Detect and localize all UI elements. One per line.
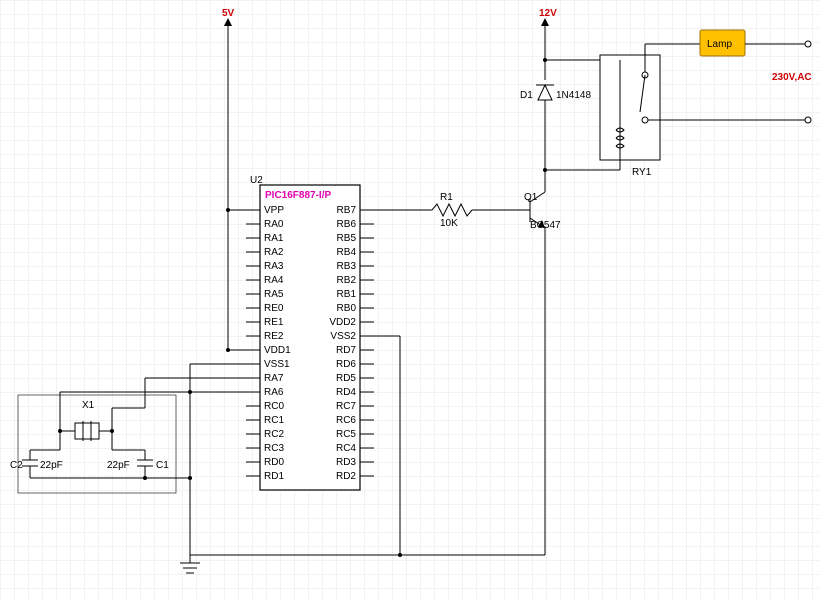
x1-ref: X1 [82, 400, 95, 411]
ic-pin-RB7: RB7 [337, 205, 357, 216]
ic-pin-RA1: RA1 [264, 233, 284, 244]
ic-pin-RC2: RC2 [264, 429, 284, 440]
c1-val: 22pF [107, 460, 130, 471]
ic-pin-RD0: RD0 [264, 457, 284, 468]
ic-pin-RC3: RC3 [264, 443, 284, 454]
schematic-svg: U2 PIC16F887-I/P VPP RA0 RA1 RA2 RA3 RA4 RA5 RE… [0, 0, 820, 600]
ic-pin-RE2: RE2 [264, 331, 284, 342]
ic-part: PIC16F887-I/P [265, 190, 331, 201]
label-12v: 12V [539, 8, 557, 19]
ic-pin-RC1: RC1 [264, 415, 284, 426]
ic-pin-RA3: RA3 [264, 261, 284, 272]
ic-pin-RD3: RD3 [336, 457, 356, 468]
r1-val: 10K [440, 218, 458, 229]
ic-pin-RB1: RB1 [337, 289, 357, 300]
ic-pin-RA5: RA5 [264, 289, 284, 300]
ic-pin-VSS1: VSS1 [264, 359, 290, 370]
ic-pin-RD7: RD7 [336, 345, 356, 356]
lamp-group: Lamp 230V,AC [700, 30, 812, 83]
c2-ref: C2 [10, 460, 23, 471]
ic-pin-RB5: RB5 [337, 233, 357, 244]
r1-ref: R1 [440, 192, 453, 203]
ic-pin-RA7: RA7 [264, 373, 284, 384]
ic-pin-RD6: RD6 [336, 359, 356, 370]
ic-pin-RC7: RC7 [336, 401, 356, 412]
ac-label: 230V,AC [772, 72, 812, 83]
ic-pin-RB3: RB3 [337, 261, 357, 272]
ic-pin-RB2: RB2 [337, 275, 357, 286]
ic-pin-RC6: RC6 [336, 415, 356, 426]
ic-ref: U2 [250, 175, 263, 186]
lamp-label: Lamp [707, 39, 732, 50]
ic-pin-VDD2: VDD2 [329, 317, 356, 328]
d1-val: 1N4148 [556, 90, 591, 101]
ic-pin-RA6: RA6 [264, 387, 284, 398]
relay-group: 12V D1 1N4148 RY1 [520, 8, 811, 178]
ry1-ref: RY1 [632, 167, 652, 178]
ic-pin-RD1: RD1 [264, 471, 284, 482]
ic-pin-RA2: RA2 [264, 247, 284, 258]
ic-pin-RB4: RB4 [337, 247, 357, 258]
ic-pin-RC4: RC4 [336, 443, 356, 454]
ic-pin-RC5: RC5 [336, 429, 356, 440]
ic-pin-RD2: RD2 [336, 471, 356, 482]
rail-5v: 5V [222, 8, 246, 352]
ic-pin-RE0: RE0 [264, 303, 284, 314]
ic-pin-RB6: RB6 [337, 219, 357, 230]
ic-pin-RE1: RE1 [264, 317, 284, 328]
ic-pin-VSS2: VSS2 [330, 331, 356, 342]
c1-ref: C1 [156, 460, 169, 471]
ic-u2: U2 PIC16F887-I/P VPP RA0 RA1 RA2 RA3 RA4 RA5 RE… [246, 175, 374, 490]
c2-val: 22pF [40, 460, 63, 471]
ic-pin-VDD1: VDD1 [264, 345, 291, 356]
xtal-and-caps: X1 C2 22pF C1 22pF [10, 364, 246, 573]
label-5v: 5V [222, 8, 235, 19]
ic-pin-RB0: RB0 [337, 303, 357, 314]
ic-pin-RA0: RA0 [264, 219, 284, 230]
d1-ref: D1 [520, 90, 533, 101]
ic-pin-VPP: VPP [264, 205, 284, 216]
ic-pin-RC0: RC0 [264, 401, 284, 412]
ic-pin-RD5: RD5 [336, 373, 356, 384]
ic-pin-RD4: RD4 [336, 387, 356, 398]
ic-pin-RA4: RA4 [264, 275, 284, 286]
